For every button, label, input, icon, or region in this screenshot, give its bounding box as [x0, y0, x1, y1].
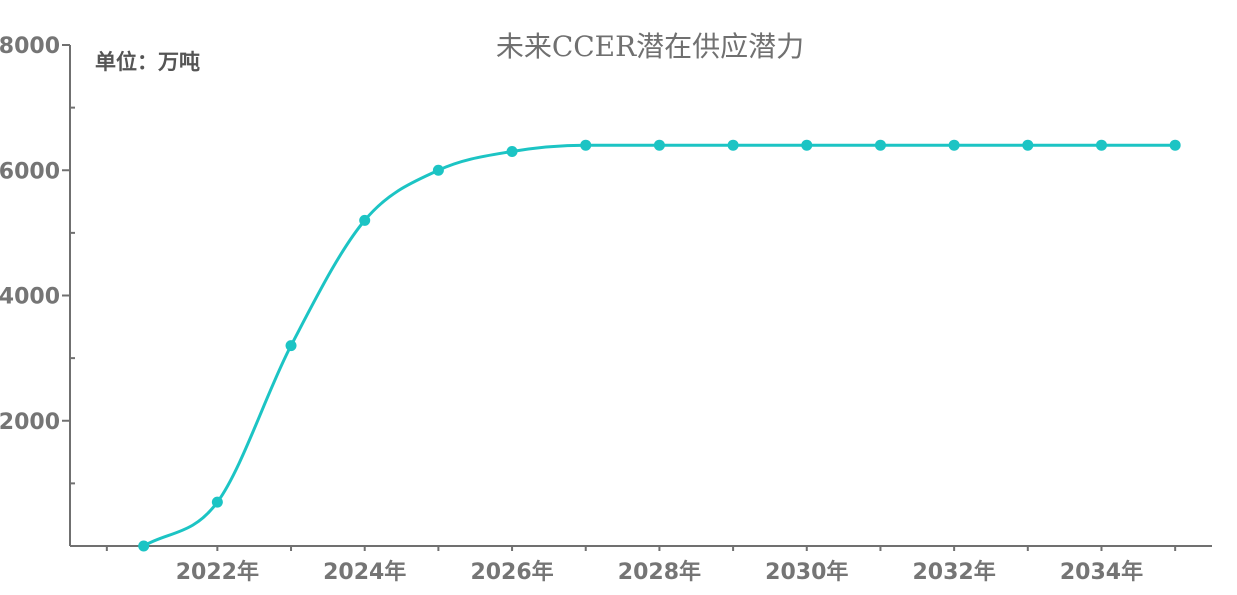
axes: 2000 4000 6000 8000 2022年 2024年 2026年 2028年 2030… [0, 34, 1212, 585]
y-tick-label: 2000 [0, 410, 60, 435]
data-point [1095, 139, 1107, 151]
x-tick-label: 2030年 [765, 559, 848, 585]
data-point [359, 214, 371, 226]
y-tick-label: 4000 [0, 285, 60, 310]
series-line-group [138, 139, 1181, 552]
data-point [801, 139, 813, 151]
data-point [432, 164, 444, 176]
y-tick-label: 6000 [0, 159, 60, 184]
data-point [727, 139, 739, 151]
chart-title: 未来CCER潜在供应潜力 [496, 30, 804, 63]
x-tick-label: 2026年 [470, 559, 553, 585]
data-point [580, 139, 592, 151]
data-point [1169, 139, 1181, 151]
unit-label: 单位：万吨 [95, 49, 200, 74]
data-point [653, 139, 665, 151]
data-point [874, 139, 886, 151]
x-tick-label: 2022年 [176, 559, 259, 585]
data-point [138, 540, 150, 552]
data-point [1022, 139, 1034, 151]
x-tick-label: 2028年 [618, 559, 701, 585]
data-point [285, 340, 297, 352]
data-point [506, 145, 518, 157]
x-tick-label: 2034年 [1060, 559, 1143, 585]
data-point [948, 139, 960, 151]
y-tick-label: 8000 [0, 34, 60, 59]
data-point [211, 496, 223, 508]
series-line [142, 143, 1176, 548]
x-tick-label: 2024年 [323, 559, 406, 585]
x-tick-label: 2032年 [913, 559, 996, 585]
